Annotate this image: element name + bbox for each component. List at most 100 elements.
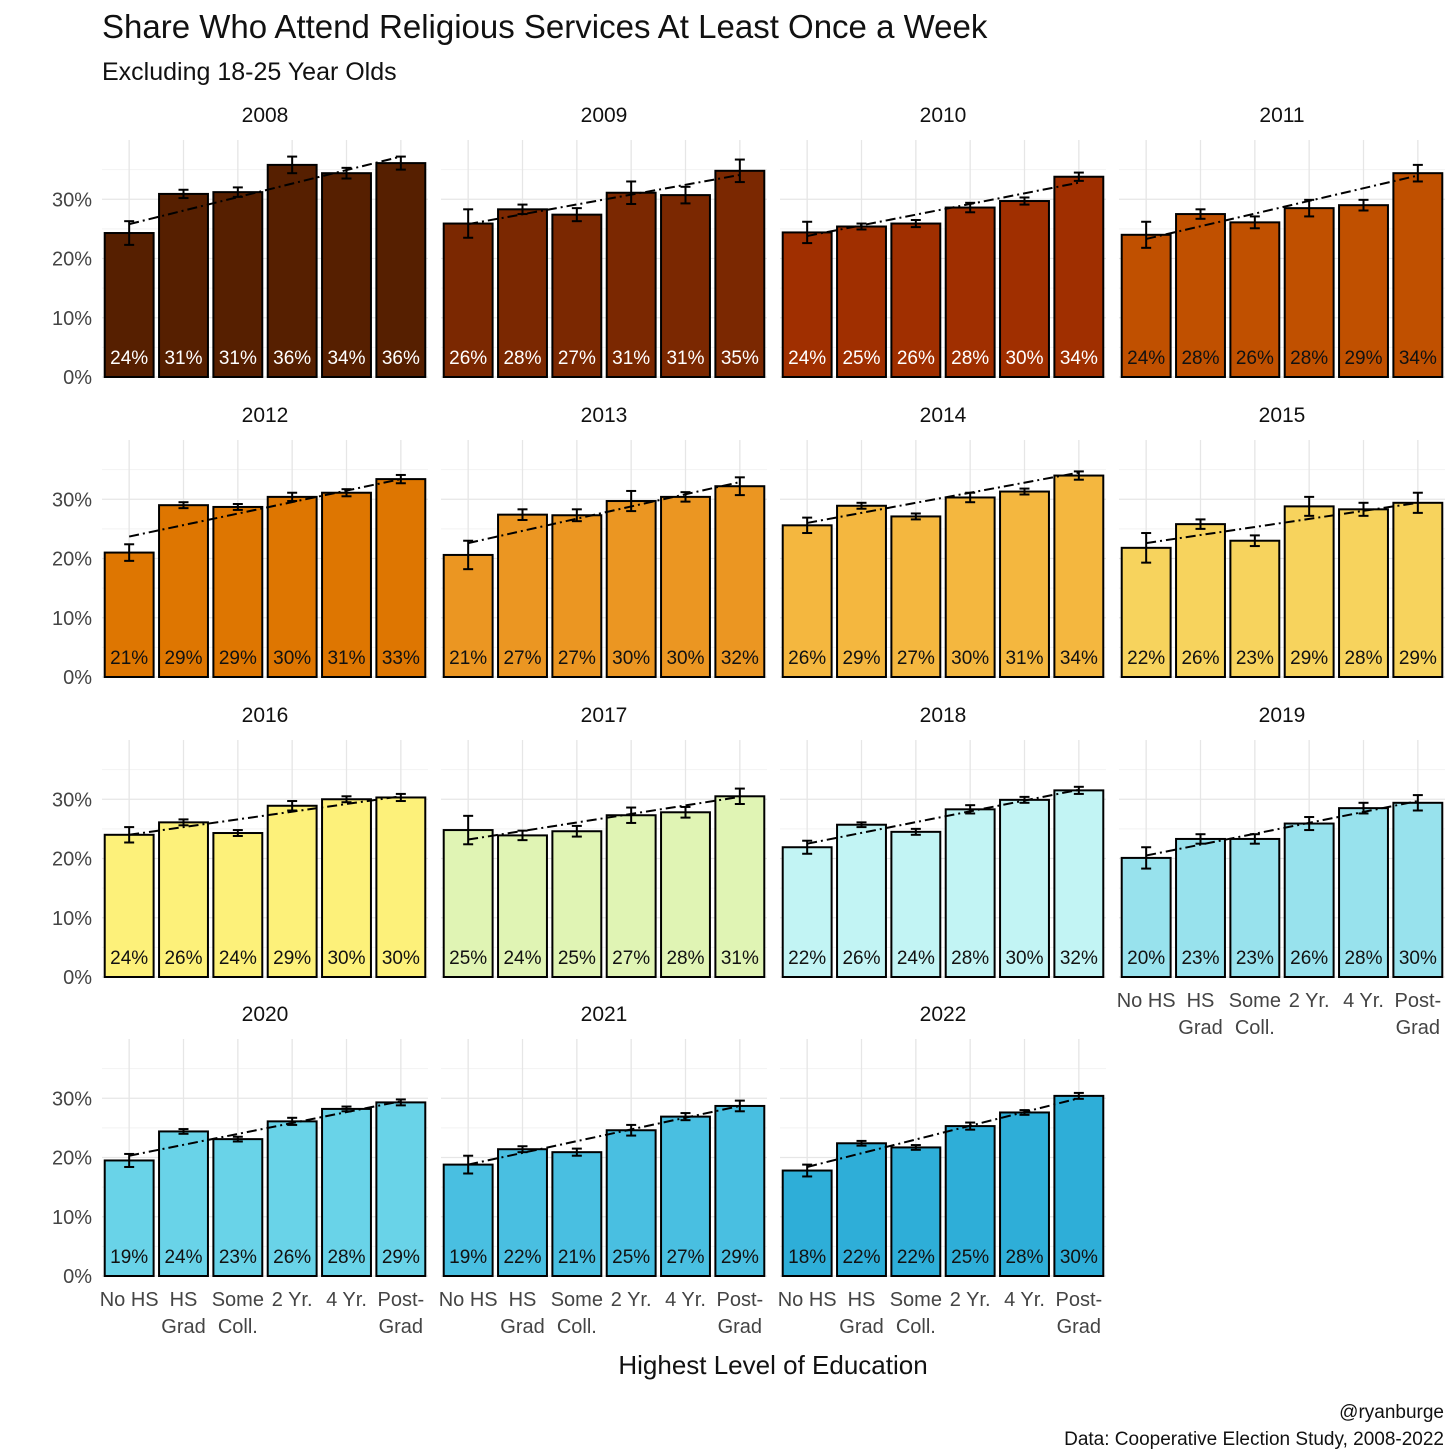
bar-value-label: 30% (612, 648, 650, 669)
error-bar (571, 1147, 582, 1157)
bar-value-label: 24% (788, 348, 826, 369)
bar-value-label: 25% (449, 948, 487, 969)
x-tick-label: Some Coll. (212, 1289, 264, 1338)
bar-value-label: 28% (327, 1247, 365, 1268)
bar-value-label: 29% (1399, 648, 1437, 669)
panel-title: 2015 (1259, 404, 1306, 427)
bar-value-label: 34% (1060, 348, 1098, 369)
error-bar (232, 1135, 243, 1143)
bar (158, 504, 209, 678)
bar (266, 1120, 318, 1278)
bar (1053, 175, 1105, 378)
error-bar (1019, 487, 1030, 496)
bar-value-label: 24% (897, 948, 935, 969)
panel-title: 2012 (242, 404, 289, 427)
trend-line (1146, 501, 1418, 545)
y-tick-label: 30% (52, 489, 92, 511)
panel-2016: 2016 0% 10% 20% 30% 24% 26% 24% 29% 30% 30% (52, 704, 428, 989)
bar-value-label: 25% (558, 948, 596, 969)
chart-subtitle: Excluding 18-25 Year Olds (102, 58, 397, 86)
error-bar (626, 806, 637, 824)
error-bar (124, 543, 135, 562)
panel-2018: 2018 22% 26% 24% 28% 30% 32% (780, 704, 1106, 979)
bar-value-label: 27% (666, 1247, 704, 1268)
x-tick-label: 4 Yr. (665, 1289, 706, 1311)
error-bar (802, 220, 813, 245)
error-bar (1412, 163, 1423, 183)
panel-title: 2009 (581, 104, 628, 127)
bar-value-label: 30% (327, 948, 365, 969)
x-tick-label: 4 Yr. (1343, 990, 1384, 1012)
x-tick-label: HS Grad (500, 1289, 544, 1338)
bar (1229, 221, 1281, 378)
bar-value-label: 24% (503, 948, 541, 969)
bar (1120, 546, 1172, 679)
y-tick-label: 30% (52, 1088, 92, 1110)
bar (1053, 1094, 1105, 1277)
error-bar (910, 1144, 921, 1151)
bar-value-label: 28% (1181, 348, 1219, 369)
bar (1392, 801, 1444, 978)
error-bar (178, 501, 189, 510)
error-bar (626, 489, 637, 513)
error-bar (1304, 198, 1315, 218)
bar (551, 213, 603, 378)
bar-value-label: 30% (273, 648, 311, 669)
bar (103, 551, 155, 679)
panel-title: 2010 (920, 104, 967, 127)
bar (103, 232, 155, 378)
trend-line (806, 1097, 1080, 1168)
bar-value-label: 29% (842, 648, 880, 669)
bar-value-label: 19% (110, 1247, 148, 1268)
x-tick-label: 2 Yr. (272, 1289, 313, 1311)
panel-title: 2013 (581, 404, 628, 427)
trend-line (467, 481, 741, 545)
bar-value-label: 29% (1344, 348, 1382, 369)
error-bar (680, 185, 691, 205)
bar (212, 191, 264, 378)
bar-value-label: 23% (1236, 648, 1274, 669)
bar-value-label: 28% (1005, 1247, 1043, 1268)
bar-value-label: 23% (1236, 948, 1274, 969)
bar-value-label: 21% (558, 1247, 596, 1268)
bar-value-label: 26% (164, 948, 202, 969)
bar-value-label: 26% (449, 348, 487, 369)
bar-value-label: 30% (666, 648, 704, 669)
bar (1392, 172, 1444, 378)
bar-value-label: 26% (1236, 348, 1274, 369)
bar-value-label: 19% (449, 1247, 487, 1268)
bar (1283, 505, 1335, 678)
bar-value-label: 22% (1127, 648, 1165, 669)
bar-value-label: 29% (219, 648, 257, 669)
bar-value-label: 30% (951, 648, 989, 669)
bar-value-label: 31% (164, 348, 202, 369)
bar (158, 821, 209, 978)
error-bar (802, 516, 813, 535)
error-bar (1412, 794, 1423, 812)
error-bar (232, 829, 243, 837)
error-bar (463, 539, 474, 571)
error-bar (1358, 198, 1369, 212)
bar-value-label: 29% (382, 1247, 420, 1268)
bar-value-label: 35% (721, 348, 759, 369)
error-bar (178, 188, 189, 200)
bar (321, 172, 372, 378)
error-bar (856, 1139, 867, 1147)
error-bar (856, 821, 867, 829)
error-bar (571, 207, 582, 223)
bar-value-label: 22% (897, 1247, 935, 1268)
bar (944, 1125, 996, 1278)
x-tick-label: HS Grad (161, 1289, 205, 1338)
bar (266, 163, 318, 378)
y-tick-label: 0% (63, 667, 92, 689)
bar-value-label: 28% (503, 348, 541, 369)
panel-title: 2008 (242, 104, 289, 127)
y-tick-label: 20% (52, 249, 92, 271)
bar-value-label: 25% (612, 1247, 650, 1268)
bar (714, 1104, 766, 1278)
bar-value-label: 26% (897, 348, 935, 369)
bar (1338, 508, 1389, 679)
bar (375, 1101, 427, 1277)
x-tick-label: Some Coll. (1229, 990, 1281, 1039)
